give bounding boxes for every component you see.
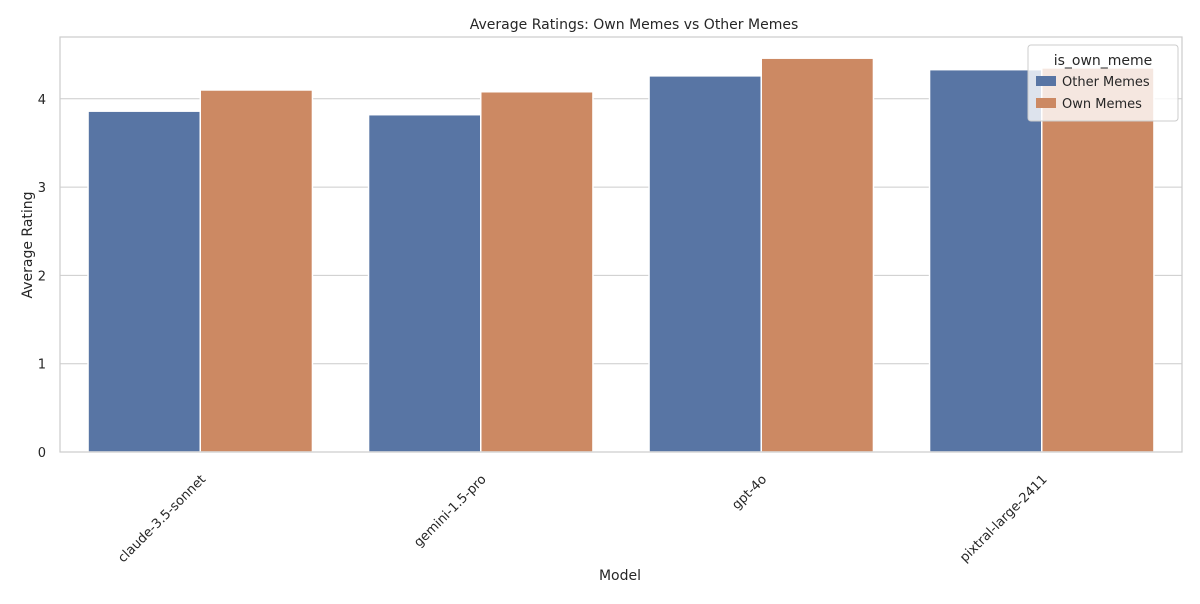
bar-other-memes-pixtral-large-2411 [928,68,1043,453]
bar-own-memes-claude-3.5-sonnet [199,89,314,453]
x-tick-label: pixtral-large-2411 [957,472,1050,565]
y-axis-label: Average Rating [20,191,36,298]
bar-other-memes-gemini-1.5-pro [367,113,482,453]
x-tick-label: gemini-1.5-pro [411,472,489,550]
legend-label-other-memes: Other Memes [1062,75,1150,90]
y-tick-label: 4 [38,93,46,108]
bar-other-memes-gpt-4o [648,75,762,453]
y-tick-label: 0 [38,446,46,461]
x-tick-label: claude-3.5-sonnet [115,472,209,566]
y-tick-label: 2 [38,269,46,284]
legend-title: is_own_meme [1054,53,1153,69]
bar-own-memes-gemini-1.5-pro [480,90,594,453]
legend: is_own_meme Other Memes Own Memes [1027,44,1179,122]
x-tick-label: gpt-4o [729,472,770,513]
legend-swatch-other-memes [1036,76,1056,86]
bar-own-memes-pixtral-large-2411 [1041,67,1155,453]
legend-label-own-memes: Own Memes [1062,97,1142,112]
plot-frame [59,36,1183,453]
legend-box [1027,44,1179,122]
x-axis-label: Model [599,568,641,584]
y-tick-label: 3 [38,181,46,196]
bar-other-memes-claude-3.5-sonnet [87,110,201,453]
bar-own-memes-gpt-4o [760,57,875,453]
legend-swatch-own-memes [1036,98,1056,108]
bars [87,57,1155,453]
chart-title: Average Ratings: Own Memes vs Other Meme… [470,17,799,33]
x-tick-labels: claude-3.5-sonnet gemini-1.5-pro gpt-4o pix… [115,472,1050,566]
y-tick-label: 1 [38,358,46,373]
y-tick-labels: 0 1 2 3 4 [38,93,46,461]
